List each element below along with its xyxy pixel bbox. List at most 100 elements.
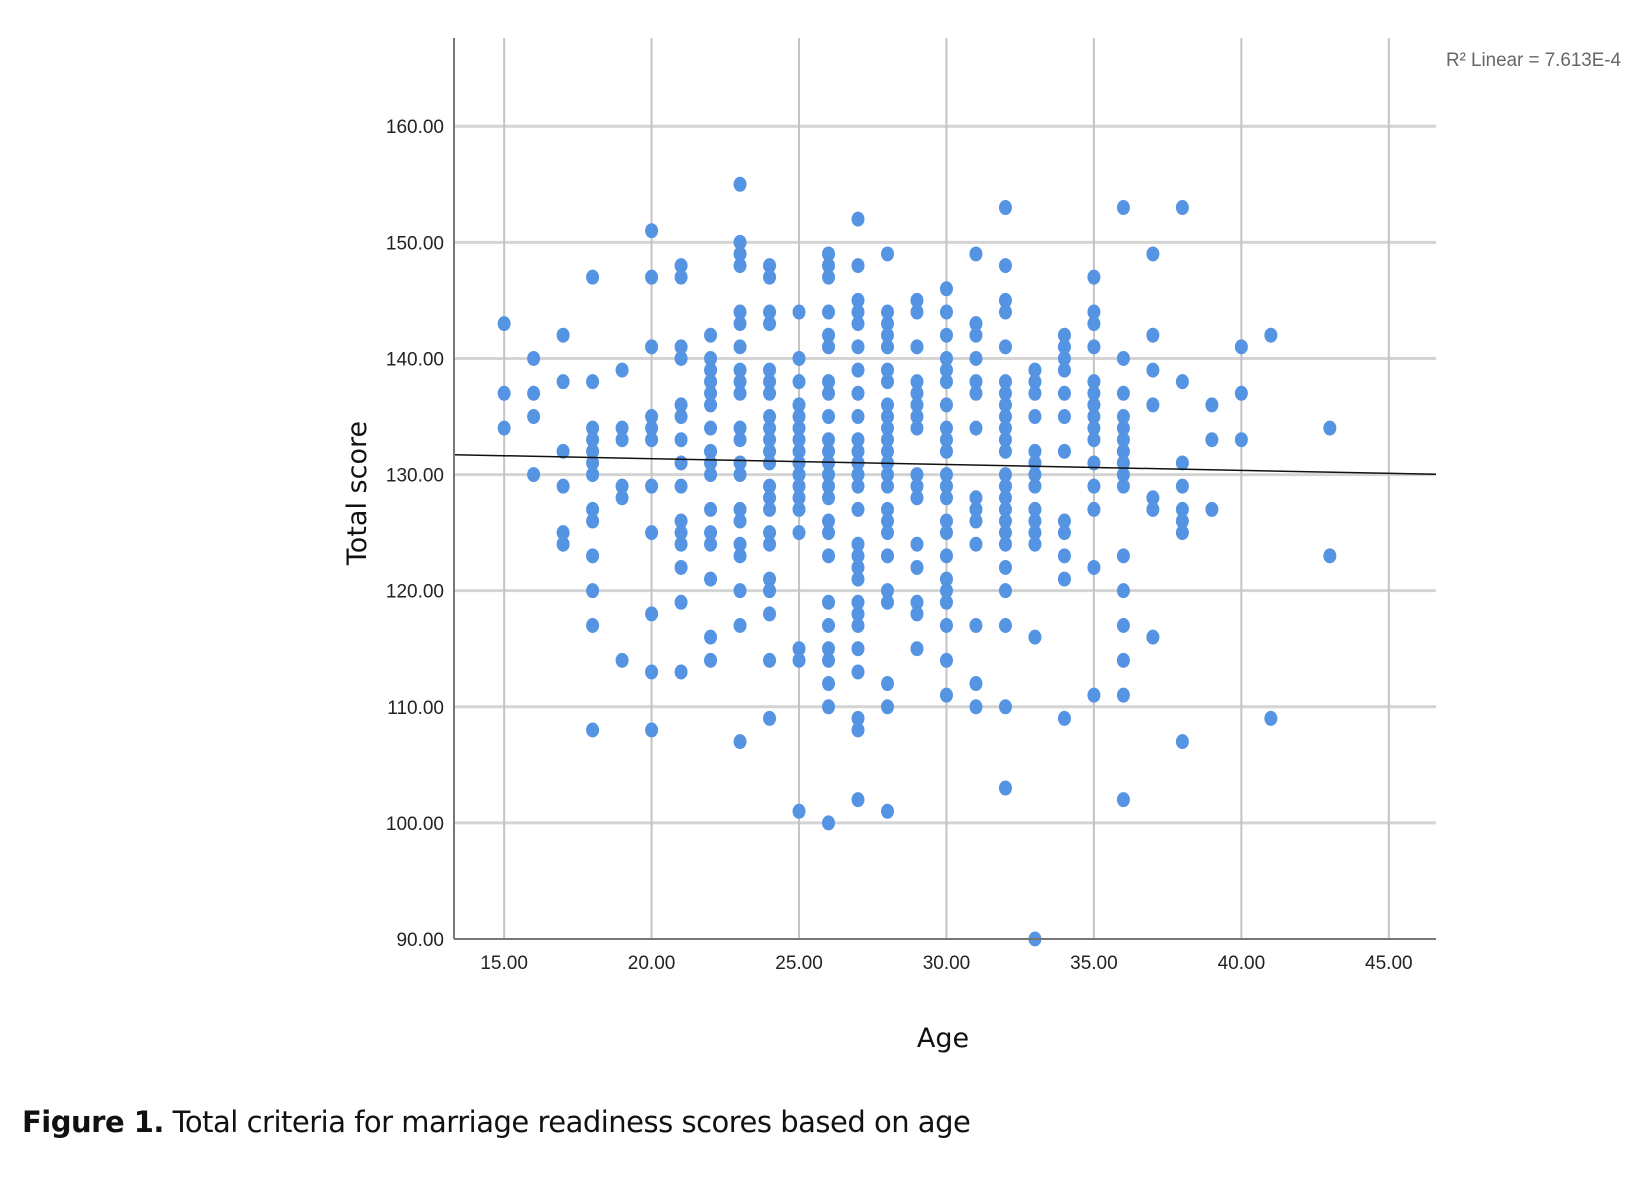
data-point [1087, 304, 1101, 320]
data-point [851, 316, 865, 332]
data-point [822, 548, 836, 564]
data-point [1116, 455, 1130, 471]
data-point [969, 374, 983, 390]
data-point [1146, 397, 1160, 413]
data-point [910, 397, 924, 413]
data-point [822, 699, 836, 715]
data-point [969, 420, 983, 436]
data-point [704, 362, 718, 378]
data-point [998, 559, 1012, 575]
data-point [763, 501, 777, 517]
data-point [733, 455, 747, 471]
data-point [969, 490, 983, 506]
data-point [880, 362, 894, 378]
data-point [704, 536, 718, 552]
data-point [674, 269, 688, 285]
data-point [998, 304, 1012, 320]
data-point [497, 420, 511, 436]
data-point [674, 594, 688, 610]
data-point [1057, 327, 1071, 343]
data-point [674, 409, 688, 425]
data-point [998, 258, 1012, 274]
caption-label: Figure 1. [22, 1105, 164, 1139]
data-point [1028, 478, 1042, 494]
y-tick-label: 90.00 [396, 930, 444, 951]
data-point [969, 501, 983, 517]
data-point [880, 409, 894, 425]
data-point [674, 397, 688, 413]
data-point [939, 281, 953, 297]
data-point [910, 536, 924, 552]
data-point [733, 618, 747, 634]
data-point [645, 722, 659, 738]
data-point [763, 409, 777, 425]
data-point [880, 594, 894, 610]
data-point [969, 699, 983, 715]
data-point [733, 467, 747, 483]
data-point [674, 350, 688, 366]
data-point [939, 467, 953, 483]
data-point [733, 432, 747, 448]
data-point [851, 664, 865, 680]
data-point [939, 350, 953, 366]
data-point [586, 443, 600, 459]
data-point [763, 304, 777, 320]
data-point [733, 513, 747, 529]
data-point [910, 478, 924, 494]
data-point [645, 664, 659, 680]
data-point [1205, 432, 1219, 448]
data-point [939, 513, 953, 529]
data-point [1116, 618, 1130, 634]
data-point [1234, 339, 1248, 355]
x-tick-label: 20.00 [628, 953, 676, 974]
data-point [851, 339, 865, 355]
data-point [998, 397, 1012, 413]
data-point [1116, 443, 1130, 459]
data-point [704, 443, 718, 459]
data-point [763, 583, 777, 599]
data-point [939, 525, 953, 541]
data-point [851, 536, 865, 552]
data-point [763, 455, 777, 471]
data-point [1028, 467, 1042, 483]
fit-line-group [453, 453, 1437, 476]
data-point [763, 710, 777, 726]
data-point [704, 629, 718, 645]
data-point [1175, 374, 1189, 390]
data-point [1028, 513, 1042, 529]
data-point [822, 258, 836, 274]
data-point [880, 420, 894, 436]
data-point [851, 292, 865, 308]
data-point [674, 432, 688, 448]
data-point [586, 722, 600, 738]
data-point [910, 409, 924, 425]
data-point [851, 467, 865, 483]
data-point [792, 420, 806, 436]
data-point [998, 420, 1012, 436]
data-point [851, 594, 865, 610]
caption-text: Total criteria for marriage readiness sc… [163, 1105, 971, 1139]
data-point [880, 316, 894, 332]
fit-r2-label: R² Linear = 7.613E-4 [1446, 50, 1621, 71]
data-point [998, 525, 1012, 541]
data-point [1116, 432, 1130, 448]
data-point [910, 559, 924, 575]
data-point [998, 490, 1012, 506]
data-point [998, 374, 1012, 390]
data-point [969, 676, 983, 692]
data-point [1057, 548, 1071, 564]
data-point [645, 223, 659, 239]
data-point [1116, 350, 1130, 366]
data-point [851, 385, 865, 401]
data-point [880, 304, 894, 320]
data-point [586, 501, 600, 517]
data-point [556, 443, 570, 459]
data-point [851, 409, 865, 425]
data-point [792, 455, 806, 471]
data-point [527, 350, 541, 366]
figure-caption: Figure 1. Total criteria for marriage re… [22, 1105, 971, 1139]
data-point [880, 374, 894, 390]
data-point [998, 443, 1012, 459]
data-point [1057, 385, 1071, 401]
data-point [880, 397, 894, 413]
